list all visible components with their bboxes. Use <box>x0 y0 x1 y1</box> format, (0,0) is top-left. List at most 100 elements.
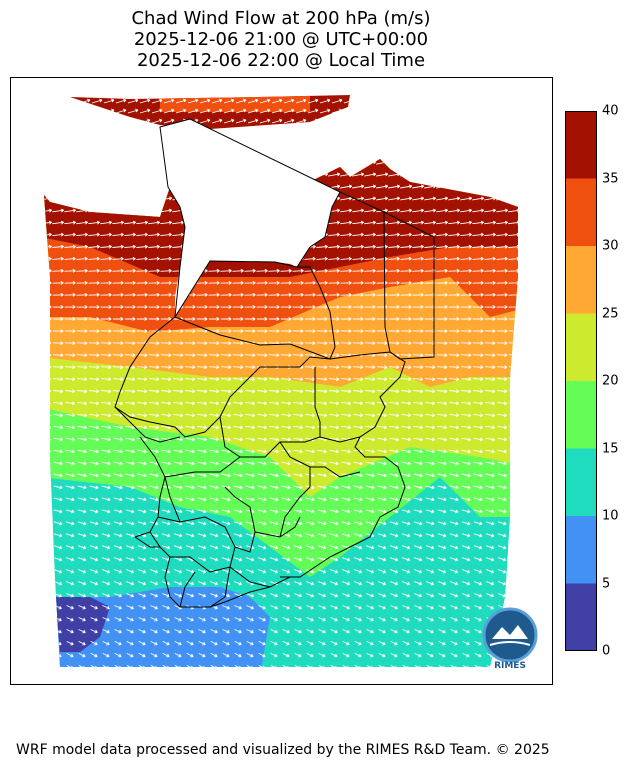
wind-arrow <box>388 208 400 213</box>
wind-arrow <box>401 425 411 430</box>
wind-arrow <box>234 581 243 586</box>
wind-arrow <box>112 365 124 370</box>
wind-arrow <box>102 593 110 598</box>
wind-arrow <box>328 232 340 237</box>
wind-arrow <box>317 449 327 454</box>
wind-arrow <box>448 232 460 237</box>
wind-arrow <box>66 557 75 562</box>
wind-arrow <box>281 545 291 550</box>
wind-arrow <box>316 244 328 249</box>
wind-arrow <box>196 329 208 333</box>
wind-arrow <box>90 665 98 667</box>
wind-arrow <box>222 557 231 562</box>
wind-arrow <box>292 232 304 237</box>
wind-arrow <box>78 605 86 610</box>
wind-arrow <box>52 353 64 358</box>
wind-arrow <box>125 461 135 466</box>
wind-arrow <box>343 118 355 124</box>
wind-arrow <box>114 629 122 634</box>
wind-arrow <box>76 220 88 225</box>
wind-arrow <box>484 317 496 321</box>
wind-arrow <box>185 461 195 466</box>
wind-arrow <box>496 329 508 333</box>
wind-arrow <box>160 292 172 297</box>
wind-arrow <box>162 665 170 667</box>
wind-arrow <box>413 377 424 382</box>
wind-arrow <box>497 377 508 382</box>
wind-arrow <box>486 557 495 562</box>
wind-arrow <box>318 593 326 598</box>
wind-arrow <box>280 220 292 225</box>
wind-arrow <box>208 244 220 249</box>
wind-arrow <box>400 305 412 309</box>
wind-arrow <box>293 437 303 442</box>
wind-arrow <box>258 557 267 562</box>
wind-arrow <box>245 449 255 454</box>
wind-arrow <box>100 305 112 309</box>
wind-arrow <box>293 449 303 454</box>
wind-arrow <box>256 244 268 249</box>
wind-arrow <box>448 268 460 273</box>
wind-arrow <box>472 341 484 346</box>
wind-arrow <box>245 425 255 430</box>
wind-arrow <box>377 533 387 538</box>
colorbar-tick-label: 40 <box>602 103 619 119</box>
wind-arrow <box>354 593 362 598</box>
wind-arrow <box>66 581 75 586</box>
wind-arrow <box>185 473 195 478</box>
wind-arrow <box>295 98 307 104</box>
wind-arrow <box>353 413 363 418</box>
wind-arrow <box>65 449 75 454</box>
wind-arrow <box>209 461 219 466</box>
wind-arrow <box>436 256 448 261</box>
wind-arrow <box>498 581 507 586</box>
wind-arrow <box>150 640 158 646</box>
wind-arrow <box>53 545 63 550</box>
wind-arrow <box>244 292 256 297</box>
wind-arrow <box>473 389 484 394</box>
wind-arrow <box>233 377 244 382</box>
wind-arrow <box>353 509 363 514</box>
wind-arrow <box>161 377 172 382</box>
wind-arrow <box>460 317 472 321</box>
wind-arrow <box>412 305 424 309</box>
wind-arrow <box>88 353 100 358</box>
wind-arrow <box>497 437 507 442</box>
wind-arrow <box>257 413 267 418</box>
wind-arrow <box>330 569 339 574</box>
wind-arrow <box>389 413 399 418</box>
wind-arrow <box>52 281 64 285</box>
wind-arrow <box>137 425 147 430</box>
wind-arrow <box>90 629 98 634</box>
wind-arrow <box>246 593 254 598</box>
wind-arrow <box>175 98 187 104</box>
wind-arrow <box>88 365 100 370</box>
wind-arrow <box>389 461 399 466</box>
wind-arrow <box>126 629 134 634</box>
wind-arrow <box>198 652 206 658</box>
wind-arrow <box>412 208 424 213</box>
wind-arrow <box>330 652 338 658</box>
wind-arrow <box>221 485 231 490</box>
wind-arrow <box>172 365 184 370</box>
wind-arrow <box>390 629 398 634</box>
wind-arrow <box>196 244 208 249</box>
wind-arrow <box>270 557 279 562</box>
wind-arrow <box>246 629 254 634</box>
colorbar-segment <box>565 381 597 449</box>
wind-arrow <box>150 652 158 658</box>
wind-arrow <box>280 244 292 249</box>
wind-arrow <box>76 365 88 370</box>
wind-arrow <box>197 437 207 442</box>
wind-arrow <box>258 640 266 646</box>
wind-arrow <box>280 329 292 333</box>
wind-arrow <box>269 485 279 490</box>
wind-arrow <box>65 377 76 382</box>
wind-arrow <box>281 497 291 502</box>
wind-arrow <box>101 533 111 538</box>
wind-arrow <box>414 629 422 634</box>
wind-arrow <box>233 461 243 466</box>
wind-arrow <box>365 449 375 454</box>
wind-arrow <box>460 292 472 297</box>
wind-arrow <box>293 377 304 382</box>
